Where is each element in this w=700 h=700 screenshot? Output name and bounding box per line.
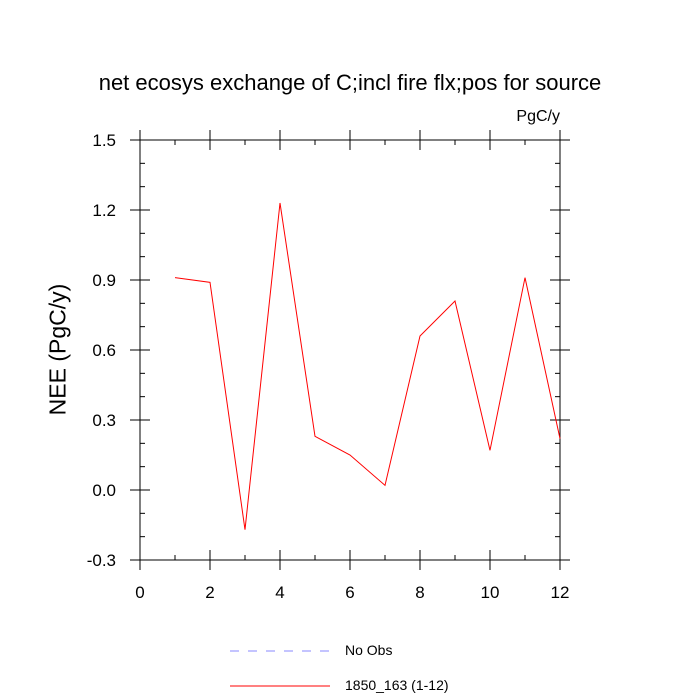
- axis-tick-labels: 0 2 4 6 8 10 12 -0.3 0.0 0.3 0.6 0.9 1.2 1.5: [87, 131, 570, 602]
- x-tick-label: 10: [481, 583, 500, 602]
- units-label: PgC/y: [516, 108, 560, 125]
- y-tick-label: 1.5: [92, 131, 116, 150]
- plot-frame: [139, 139, 561, 561]
- y-tick-label: -0.3: [87, 551, 116, 570]
- x-tick-label: 4: [275, 583, 284, 602]
- series-group: [174, 202, 561, 530]
- y-tick-label: 0.0: [92, 481, 116, 500]
- chart-title: net ecosys exchange of C;incl fire flx;p…: [98, 70, 602, 95]
- y-tick-label: 0.3: [92, 411, 116, 430]
- legend-label: No Obs: [345, 642, 393, 658]
- x-tick-label: 8: [415, 583, 424, 602]
- x-tick-label: 12: [551, 583, 570, 602]
- series-line: [174, 202, 561, 530]
- x-tick-label: 0: [135, 583, 144, 602]
- y-tick-label: 1.2: [92, 201, 116, 220]
- legend: [230, 650, 330, 687]
- axis-ticks: [130, 130, 570, 570]
- x-tick-label: 6: [345, 583, 354, 602]
- y-tick-label: 0.6: [92, 341, 116, 360]
- legend-label: 1850_163 (1-12): [345, 677, 449, 693]
- x-tick-label: 2: [205, 583, 214, 602]
- y-tick-label: 0.9: [92, 271, 116, 290]
